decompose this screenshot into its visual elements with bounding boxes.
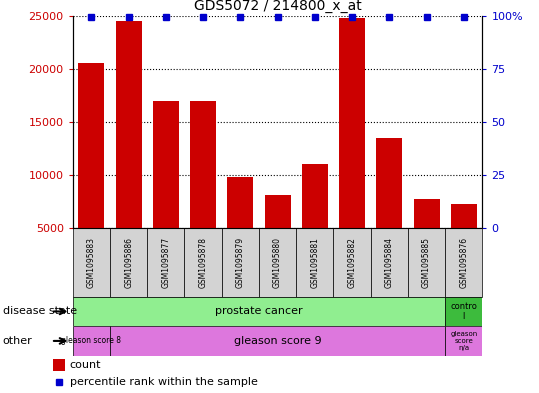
Bar bbox=[413, 199, 440, 228]
Bar bbox=[408, 228, 445, 297]
Bar bbox=[78, 64, 105, 228]
Text: GSM1095880: GSM1095880 bbox=[273, 237, 282, 288]
Text: percentile rank within the sample: percentile rank within the sample bbox=[70, 377, 258, 387]
Bar bbox=[115, 21, 142, 228]
Text: GSM1095882: GSM1095882 bbox=[348, 237, 357, 288]
Bar bbox=[73, 228, 110, 297]
Bar bbox=[53, 359, 65, 371]
Bar bbox=[265, 195, 291, 228]
Bar bbox=[184, 228, 222, 297]
Bar bbox=[339, 18, 365, 228]
Bar bbox=[445, 326, 482, 356]
Bar bbox=[334, 228, 371, 297]
Text: count: count bbox=[70, 360, 101, 370]
Bar bbox=[376, 138, 402, 228]
Text: GSM1095876: GSM1095876 bbox=[459, 237, 468, 288]
Text: GSM1095885: GSM1095885 bbox=[422, 237, 431, 288]
Text: prostate cancer: prostate cancer bbox=[215, 307, 303, 316]
Text: GSM1095884: GSM1095884 bbox=[385, 237, 394, 288]
Bar bbox=[227, 177, 253, 228]
Title: GDS5072 / 214800_x_at: GDS5072 / 214800_x_at bbox=[194, 0, 362, 13]
Text: contro
l: contro l bbox=[451, 302, 477, 321]
Bar bbox=[451, 204, 477, 228]
Text: GSM1095881: GSM1095881 bbox=[310, 237, 319, 288]
Bar bbox=[73, 326, 110, 356]
Text: gleason
score
n/a: gleason score n/a bbox=[450, 331, 478, 351]
Text: GSM1095886: GSM1095886 bbox=[124, 237, 133, 288]
Text: GSM1095879: GSM1095879 bbox=[236, 237, 245, 288]
Bar bbox=[296, 228, 334, 297]
Bar bbox=[445, 228, 482, 297]
Text: gleason score 9: gleason score 9 bbox=[234, 336, 321, 346]
Bar bbox=[110, 228, 147, 297]
Text: GSM1095878: GSM1095878 bbox=[198, 237, 208, 288]
Bar bbox=[371, 228, 408, 297]
Text: gleason score 8: gleason score 8 bbox=[61, 336, 121, 345]
Bar bbox=[222, 228, 259, 297]
Text: GSM1095883: GSM1095883 bbox=[87, 237, 96, 288]
Text: disease state: disease state bbox=[3, 307, 77, 316]
Bar bbox=[110, 326, 445, 356]
Text: other: other bbox=[3, 336, 32, 346]
Bar bbox=[153, 101, 179, 228]
Bar bbox=[302, 164, 328, 228]
Text: GSM1095877: GSM1095877 bbox=[161, 237, 170, 288]
Bar bbox=[259, 228, 296, 297]
Bar bbox=[190, 101, 216, 228]
Bar bbox=[445, 297, 482, 326]
Bar bbox=[147, 228, 184, 297]
